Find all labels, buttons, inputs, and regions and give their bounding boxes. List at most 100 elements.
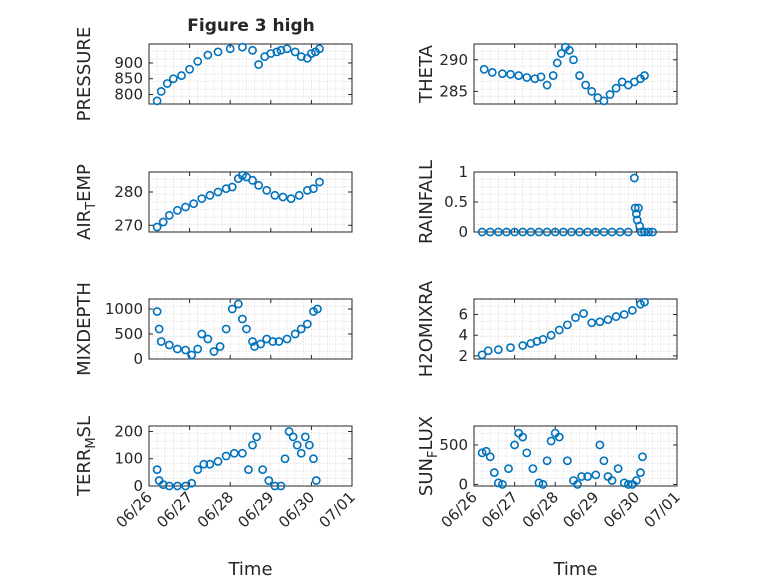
data-point xyxy=(595,317,605,327)
data-point xyxy=(205,190,215,200)
axes-box xyxy=(473,298,678,360)
ytick-label: 6 xyxy=(458,306,468,324)
data-point xyxy=(164,340,174,350)
data-point xyxy=(640,297,649,307)
data-point xyxy=(152,96,162,106)
data-point xyxy=(579,309,589,318)
data-point xyxy=(286,194,296,204)
data-point xyxy=(272,47,282,57)
data-point xyxy=(221,324,231,334)
data-point xyxy=(569,55,578,65)
data-point xyxy=(630,203,640,213)
data-point xyxy=(485,227,495,237)
data-point xyxy=(311,476,321,485)
data-point xyxy=(193,465,203,475)
ytick-label: 1 xyxy=(458,163,468,181)
data-point xyxy=(591,470,601,480)
data-point xyxy=(477,350,487,360)
data-point xyxy=(573,480,582,489)
data-point xyxy=(288,432,298,442)
data-point xyxy=(571,313,580,323)
data-point xyxy=(498,69,507,79)
ytick-label: 900 xyxy=(114,54,143,72)
ytick-label: 270 xyxy=(114,216,143,234)
data-point xyxy=(493,227,503,237)
ylabel-1: PRESSURE xyxy=(74,27,95,122)
data-point xyxy=(248,45,257,55)
data-point xyxy=(623,227,633,237)
data-point xyxy=(538,334,548,344)
data-point xyxy=(595,440,605,450)
data-point xyxy=(237,170,247,180)
data-point xyxy=(556,49,566,58)
ylabel-3: AIRTEMP xyxy=(74,164,99,240)
data-point xyxy=(607,227,617,237)
data-point xyxy=(258,465,268,475)
data-point xyxy=(173,344,182,354)
data-point xyxy=(252,432,261,442)
data-point xyxy=(640,227,649,237)
ylabel-8: SUNFLUX xyxy=(416,416,441,496)
data-point xyxy=(483,346,493,356)
data-point xyxy=(506,343,515,353)
ytick-label: 280 xyxy=(114,183,143,201)
data-point xyxy=(565,45,574,55)
axes-box xyxy=(473,425,678,487)
data-point xyxy=(215,342,225,351)
xtick-label: 06/28 xyxy=(194,488,237,531)
data-point xyxy=(619,478,629,488)
ylabel-7: TERRMSL xyxy=(74,416,99,497)
ytick-label: 0.5 xyxy=(444,193,468,211)
data-point xyxy=(510,440,519,450)
data-point xyxy=(187,478,197,488)
data-point xyxy=(542,227,552,237)
xtick-label: 06/30 xyxy=(600,488,643,531)
data-point xyxy=(282,334,292,344)
data-point xyxy=(558,227,568,237)
data-point xyxy=(309,184,318,194)
data-point xyxy=(648,227,658,237)
data-point xyxy=(282,44,292,54)
data-point xyxy=(185,64,194,74)
xtick-label: 07/01 xyxy=(316,488,359,531)
data-point xyxy=(276,481,286,491)
axes-box xyxy=(148,171,353,233)
data-point xyxy=(562,456,572,466)
data-point xyxy=(481,446,491,456)
ytick-label: 500 xyxy=(114,325,143,343)
data-point xyxy=(504,464,513,474)
data-point xyxy=(635,221,645,231)
data-point xyxy=(638,452,647,462)
subplot-5: 0 500 1000 xyxy=(105,298,353,368)
data-point xyxy=(546,436,556,446)
data-point xyxy=(162,79,172,88)
data-point xyxy=(197,329,207,339)
data-point xyxy=(152,465,162,475)
data-point xyxy=(227,182,237,192)
data-point xyxy=(177,71,186,80)
data-point xyxy=(536,72,546,82)
data-point xyxy=(254,180,264,190)
data-point xyxy=(577,472,586,481)
data-point xyxy=(152,307,162,316)
xtick-label: 06/28 xyxy=(519,488,562,531)
data-point xyxy=(498,480,507,489)
data-point xyxy=(615,227,625,237)
axes-box xyxy=(148,298,353,360)
data-point xyxy=(510,227,519,237)
data-point xyxy=(302,319,312,329)
data-point xyxy=(611,312,621,321)
data-point xyxy=(554,325,564,335)
data-point xyxy=(514,71,524,80)
data-point xyxy=(233,299,243,309)
data-point xyxy=(290,329,300,339)
data-point xyxy=(280,454,290,464)
data-point xyxy=(306,49,316,58)
data-point xyxy=(502,227,511,237)
data-point xyxy=(156,337,166,346)
subplot-7: 010020006/2606/2706/2806/2906/3007/01Tim… xyxy=(113,422,359,580)
data-point xyxy=(193,56,203,66)
data-point xyxy=(554,432,564,442)
